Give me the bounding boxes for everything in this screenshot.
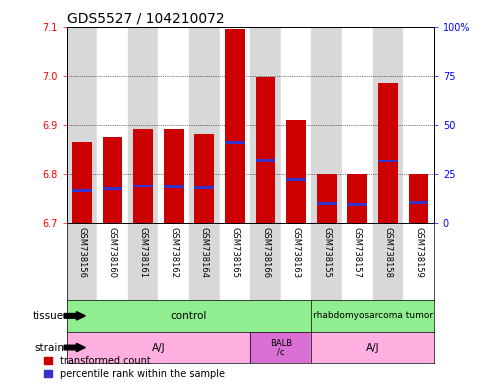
Bar (189, 27, 219, 223)
Bar (403, 27, 434, 223)
Bar (219, 27, 250, 223)
Bar (189, 223, 219, 300)
Bar (348, 203, 367, 206)
Bar (250, 332, 312, 363)
Text: A/J: A/J (366, 343, 380, 353)
Bar (194, 134, 214, 223)
Bar (286, 120, 306, 223)
Bar (312, 27, 342, 223)
Bar (286, 178, 306, 181)
Bar (67, 300, 312, 332)
Text: GDS5527 / 104210072: GDS5527 / 104210072 (67, 12, 224, 26)
Text: GSM738157: GSM738157 (353, 227, 362, 278)
Bar (281, 27, 312, 223)
Bar (373, 223, 403, 300)
Bar (378, 83, 398, 223)
Bar (133, 185, 153, 187)
Bar (225, 141, 245, 144)
Bar (342, 27, 373, 223)
Bar (97, 27, 128, 223)
Bar (67, 223, 97, 300)
Bar (103, 187, 122, 190)
Text: strain: strain (34, 343, 64, 353)
Bar (164, 185, 183, 188)
Bar (281, 223, 312, 300)
Bar (255, 77, 276, 223)
Bar (373, 27, 403, 223)
Bar (128, 27, 158, 223)
Text: rhabdomyosarcoma tumor: rhabdomyosarcoma tumor (313, 311, 433, 320)
Bar (403, 223, 434, 300)
Bar (72, 142, 92, 223)
Bar (67, 27, 97, 223)
Text: GSM738160: GSM738160 (108, 227, 117, 278)
Bar (312, 300, 434, 332)
Text: control: control (171, 311, 207, 321)
Bar (250, 27, 281, 223)
Text: GSM738165: GSM738165 (230, 227, 240, 278)
Text: GSM738156: GSM738156 (77, 227, 86, 278)
Bar (97, 223, 128, 300)
Text: GSM738159: GSM738159 (414, 227, 423, 277)
Bar (255, 159, 276, 162)
Legend: transformed count, percentile rank within the sample: transformed count, percentile rank withi… (44, 356, 225, 379)
Text: tissue: tissue (33, 311, 64, 321)
Bar (317, 174, 337, 223)
Bar (348, 174, 367, 223)
Bar (103, 137, 122, 223)
Text: GSM738161: GSM738161 (139, 227, 147, 278)
Bar (378, 160, 398, 162)
Bar (409, 174, 428, 223)
Bar (72, 189, 92, 192)
Bar (342, 223, 373, 300)
Bar (312, 223, 342, 300)
Bar (250, 223, 281, 300)
Bar (158, 223, 189, 300)
Text: GSM738164: GSM738164 (200, 227, 209, 278)
Bar (164, 129, 183, 223)
Bar (219, 223, 250, 300)
Bar (317, 202, 337, 205)
Bar (409, 201, 428, 204)
Bar (67, 332, 250, 363)
Text: GSM738162: GSM738162 (169, 227, 178, 278)
Text: GSM738158: GSM738158 (384, 227, 392, 278)
Bar (225, 29, 245, 223)
Text: GSM738166: GSM738166 (261, 227, 270, 278)
Text: A/J: A/J (151, 343, 165, 353)
Bar (128, 223, 158, 300)
Text: GSM738163: GSM738163 (291, 227, 301, 278)
Text: BALB
/c: BALB /c (270, 339, 292, 356)
Bar (194, 186, 214, 189)
Text: GSM738155: GSM738155 (322, 227, 331, 277)
Bar (158, 27, 189, 223)
Bar (133, 129, 153, 223)
Bar (312, 332, 434, 363)
